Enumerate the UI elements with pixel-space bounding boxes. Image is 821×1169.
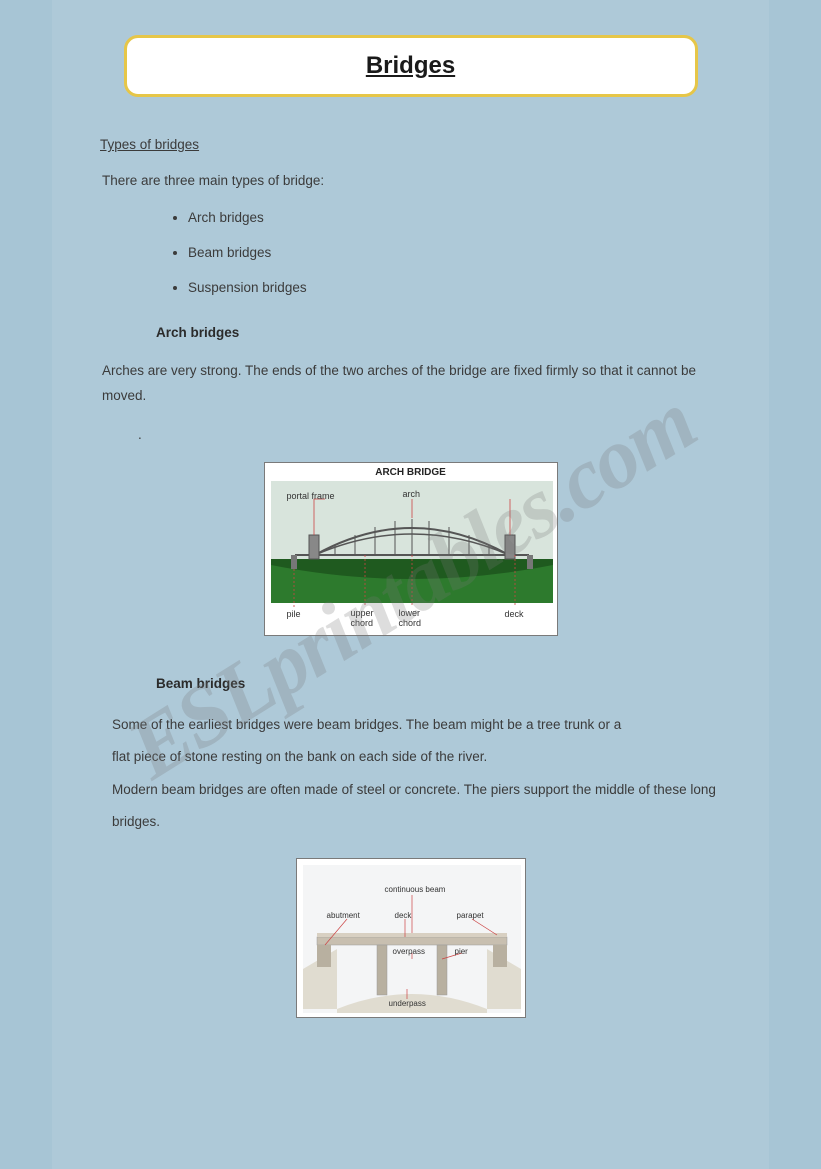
label-pier: pier: [455, 947, 468, 956]
label-lower-chord: lower chord: [399, 609, 422, 629]
beam-heading: Beam bridges: [156, 676, 723, 691]
label-continuous-beam: continuous beam: [385, 885, 446, 894]
label-parapet: parapet: [457, 911, 484, 920]
intro-text: There are three main types of bridge:: [102, 170, 723, 192]
label-pile: pile: [287, 609, 301, 619]
list-item: Suspension bridges: [188, 280, 723, 295]
page-title: Bridges: [366, 52, 455, 79]
beam-bridge-diagram: continuous beam abutment deck parapet ov…: [296, 858, 526, 1018]
label-overpass: overpass: [393, 947, 425, 956]
decorative-dot: .: [138, 427, 723, 442]
section-title: Types of bridges: [100, 137, 723, 152]
document-page: Bridges Types of bridges There are three…: [52, 0, 769, 1169]
label-arch: arch: [403, 489, 421, 499]
list-item: Arch bridges: [188, 210, 723, 225]
beam-text-2: flat piece of stone resting on the bank …: [112, 749, 487, 764]
beam-text-1: Some of the earliest bridges were beam b…: [112, 717, 621, 732]
label-abutment: abutment: [327, 911, 360, 920]
arch-bridge-diagram: ARCH BRIDGE: [264, 462, 558, 636]
beam-text: Some of the earliest bridges were beam b…: [112, 709, 723, 839]
label-upper-chord: upper chord: [351, 609, 374, 629]
arch-heading: Arch bridges: [156, 325, 723, 340]
title-box: Bridges: [124, 35, 698, 97]
arch-text: Arches are very strong. The ends of the …: [102, 358, 723, 409]
list-item: Beam bridges: [188, 245, 723, 260]
label-underpass: underpass: [389, 999, 426, 1008]
beam-text-3: Modern beam bridges are often made of st…: [112, 782, 716, 829]
bridge-types-list: Arch bridges Beam bridges Suspension bri…: [188, 210, 723, 295]
label-deck: deck: [505, 609, 524, 619]
label-portal-frame: portal frame: [287, 491, 335, 501]
beam-bridge-svg: [297, 859, 527, 1019]
label-deck-beam: deck: [395, 911, 412, 920]
